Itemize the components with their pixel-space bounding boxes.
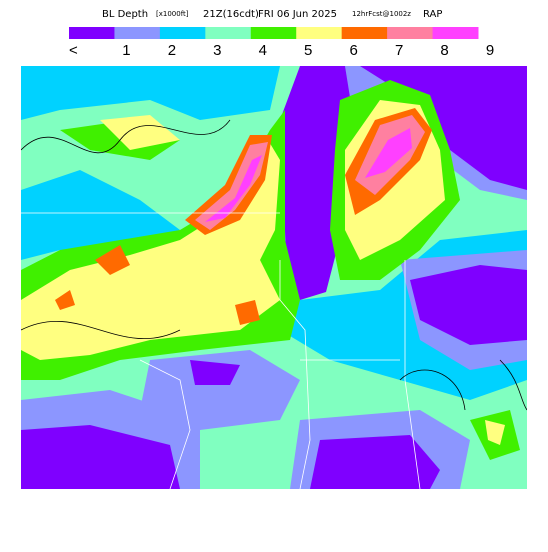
legend-swatch	[114, 27, 161, 39]
legend-swatch	[387, 27, 434, 39]
legend-swatch	[432, 27, 479, 39]
legend-label: 9	[486, 42, 494, 59]
legend-swatch	[341, 27, 388, 39]
legend-swatch	[250, 27, 297, 39]
valid-time: 21Z(16cdt)	[203, 9, 259, 20]
title: BL Depth	[102, 9, 148, 20]
legend-label: 5	[304, 42, 312, 59]
legend-swatch	[205, 27, 252, 39]
legend-label: 6	[349, 42, 357, 59]
legend-label: 4	[259, 42, 267, 59]
legend-label: 1	[122, 42, 130, 59]
legend-label: 2	[168, 42, 176, 59]
legend-label: <	[69, 42, 78, 59]
legend-label: 7	[395, 42, 403, 59]
forecast: 12hrFcst@1002z	[352, 10, 411, 18]
legend-label: 8	[440, 42, 448, 59]
legend: <1 2 3 4 5 6 7 8 9	[69, 27, 494, 59]
legend-swatch	[296, 27, 343, 39]
date: FRI 06 Jun 2025	[258, 9, 337, 20]
legend-swatch	[159, 27, 206, 39]
legend-swatch	[69, 27, 115, 39]
map	[21, 66, 527, 489]
legend-label: 3	[213, 42, 221, 59]
model: RAP	[423, 9, 442, 20]
units: [x1000ft]	[156, 10, 189, 18]
